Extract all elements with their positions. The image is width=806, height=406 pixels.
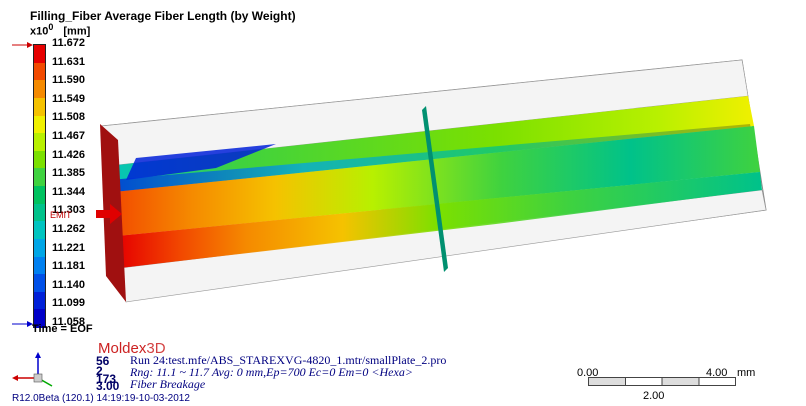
- stat-number-3: 173: [96, 372, 117, 386]
- legend-swatch: [34, 45, 45, 64]
- moldex-logo: Moldex3D: [98, 340, 166, 357]
- legend-tick-label: 11.099: [52, 297, 86, 310]
- logo-brand: Moldex: [98, 340, 147, 357]
- stat-number-4: 3.00: [96, 379, 120, 393]
- logo-suffix: 3D: [146, 340, 166, 357]
- stat-number-2: 2: [96, 364, 103, 378]
- legend-tick-label: 11.426: [52, 148, 86, 161]
- scale-left-label: 0.00: [577, 367, 599, 379]
- scale-bar: [588, 377, 736, 386]
- legend-swatch: [34, 133, 45, 152]
- model-viewport[interactable]: [96, 40, 786, 310]
- legend-tick-label: 11.140: [52, 278, 86, 291]
- run-info-line: Run 24:test.mfe/ABS_STAREXVG-4820_1.mtr/…: [130, 353, 447, 367]
- legend-swatch: [34, 309, 45, 328]
- legend-min-marker-icon: [12, 321, 33, 327]
- time-label: Time = EOF: [32, 323, 93, 335]
- legend-swatch: [34, 221, 45, 240]
- section-plane: [422, 106, 448, 272]
- axis-triad-icon: [12, 352, 53, 387]
- legend-tick-label: 11.385: [52, 167, 86, 180]
- legend-tick-label: 11.631: [52, 55, 86, 68]
- scale-right-label: 4.00: [706, 367, 728, 379]
- legend-swatch: [34, 186, 45, 205]
- unit-label: x100 [mm]: [30, 22, 90, 38]
- version-label: R12.0Beta (120.1) 14:19:19-10-03-2012: [12, 393, 190, 404]
- scale-mid-label: 2.00: [643, 390, 665, 402]
- legend-tick-label: 11.181: [52, 260, 86, 273]
- emit-arrow-icon: [96, 204, 122, 224]
- plot-title: Filling_Fiber Average Fiber Length (by W…: [30, 9, 296, 23]
- legend-tick-label: 11.058: [52, 316, 86, 328]
- legend-swatch: [34, 62, 45, 81]
- unit-prefix: x10: [30, 25, 49, 38]
- legend-tick-label: 11.590: [52, 74, 86, 87]
- emit-label: EMIT: [50, 210, 72, 220]
- top-slab-blue-region: [126, 144, 276, 180]
- unit-exponent: 0: [48, 22, 54, 32]
- legend-swatch: [34, 256, 45, 275]
- legend-tick-label: 11.672: [52, 37, 86, 49]
- unit-name: [mm]: [63, 25, 91, 38]
- legend-max-marker-icon: [12, 42, 33, 48]
- legend-swatch: [34, 80, 45, 99]
- legend-swatch: [34, 203, 45, 222]
- middle-slab: [114, 126, 760, 236]
- stat-number-1: 56: [96, 354, 110, 368]
- legend-swatch: [34, 150, 45, 169]
- legend-tick-label: 11.303: [52, 204, 86, 217]
- legend-tick-label: 11.467: [52, 130, 86, 142]
- legend-swatch: [34, 97, 45, 116]
- color-legend-bar: [33, 44, 46, 328]
- legend-tick-label: 11.344: [52, 185, 86, 198]
- legend-tick-label: 11.508: [52, 111, 86, 124]
- analysis-info-line: Fiber Breakage: [130, 377, 206, 391]
- legend-swatch: [34, 274, 45, 293]
- legend-swatch: [34, 238, 45, 257]
- legend-tick-label: 11.549: [52, 92, 86, 105]
- legend-tick-label: 11.262: [52, 223, 86, 235]
- legend-tick-label: 11.221: [52, 241, 86, 254]
- scale-unit-label: mm: [737, 367, 756, 379]
- range-info-line: Rng: 11.1 ~ 11.7 Avg: 0 mm,Ep=700 Ec=0 E…: [130, 365, 413, 379]
- legend-swatch: [34, 115, 45, 134]
- legend-swatch: [34, 291, 45, 310]
- legend-swatch: [34, 168, 45, 187]
